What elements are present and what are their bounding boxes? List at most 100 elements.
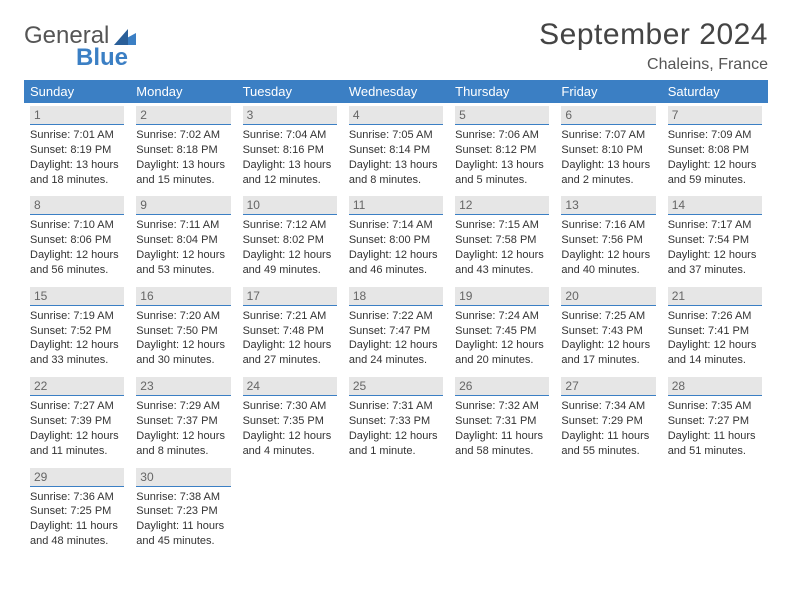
day-details: Sunrise: 7:24 AMSunset: 7:45 PMDaylight:… <box>455 309 549 368</box>
day-details: Sunrise: 7:17 AMSunset: 7:54 PMDaylight:… <box>668 218 762 277</box>
sunrise-line: Sunrise: 7:11 AM <box>136 218 230 233</box>
daylight-line: and 55 minutes. <box>561 444 655 459</box>
daylight-line: and 5 minutes. <box>455 173 549 188</box>
sunrise-line: Sunrise: 7:27 AM <box>30 399 124 414</box>
sunset-line: Sunset: 7:41 PM <box>668 324 762 339</box>
daylight-line: Daylight: 12 hours <box>349 248 443 263</box>
day-number: 13 <box>561 196 655 214</box>
daylight-line: Daylight: 12 hours <box>136 338 230 353</box>
sunrise-line: Sunrise: 7:25 AM <box>561 309 655 324</box>
calendar-cell: 24Sunrise: 7:30 AMSunset: 7:35 PMDayligh… <box>237 374 343 464</box>
daylight-line: and 45 minutes. <box>136 534 230 549</box>
weekday-header: Tuesday <box>237 80 343 103</box>
calendar-cell: 25Sunrise: 7:31 AMSunset: 7:33 PMDayligh… <box>343 374 449 464</box>
calendar-cell: 10Sunrise: 7:12 AMSunset: 8:02 PMDayligh… <box>237 193 343 283</box>
calendar-cell: 20 Sunrise: 7:25 AMSunset: 7:43 PMDayligh… <box>555 284 661 374</box>
calendar-cell: 22Sunrise: 7:27 AMSunset: 7:39 PMDayligh… <box>24 374 130 464</box>
logo: General Blue <box>24 24 136 70</box>
calendar-cell: 11Sunrise: 7:14 AMSunset: 8:00 PMDayligh… <box>343 193 449 283</box>
daylight-line: and 33 minutes. <box>30 353 124 368</box>
daylight-line: Daylight: 12 hours <box>455 338 549 353</box>
daylight-line: and 48 minutes. <box>30 534 124 549</box>
day-number: 10 <box>243 196 337 214</box>
day-details: Sunrise: 7:11 AMSunset: 8:04 PMDaylight:… <box>136 218 230 277</box>
daylight-line: Daylight: 12 hours <box>668 158 762 173</box>
day-details: Sunrise: 7:29 AMSunset: 7:37 PMDaylight:… <box>136 399 230 458</box>
day-number: 1 <box>30 106 124 124</box>
sunset-line: Sunset: 8:19 PM <box>30 143 124 158</box>
day-details: Sunrise: 7:34 AMSunset: 7:29 PMDaylight:… <box>561 399 655 458</box>
daylight-line: Daylight: 12 hours <box>349 338 443 353</box>
sunrise-line: Sunrise: 7:06 AM <box>455 128 549 143</box>
sunset-line: Sunset: 7:37 PM <box>136 414 230 429</box>
daylight-line: and 24 minutes. <box>349 353 443 368</box>
day-number: 20 <box>561 287 655 305</box>
day-details: Sunrise: 7:15 AMSunset: 7:58 PMDaylight:… <box>455 218 549 277</box>
sunrise-line: Sunrise: 7:26 AM <box>668 309 762 324</box>
daylight-line: and 27 minutes. <box>243 353 337 368</box>
daylight-line: and 20 minutes. <box>455 353 549 368</box>
title-block: September 2024 Chaleins, France <box>539 18 768 74</box>
calendar-cell: 6Sunrise: 7:07 AMSunset: 8:10 PMDaylight… <box>555 103 661 193</box>
calendar-cell: 19 Sunrise: 7:24 AMSunset: 7:45 PMDayligh… <box>449 284 555 374</box>
daylight-line: Daylight: 12 hours <box>561 338 655 353</box>
day-number: 14 <box>668 196 762 214</box>
sunrise-line: Sunrise: 7:09 AM <box>668 128 762 143</box>
weekday-header-row: Sunday Monday Tuesday Wednesday Thursday… <box>24 80 768 103</box>
daylight-line: and 49 minutes. <box>243 263 337 278</box>
day-number: 19 <box>455 287 549 305</box>
calendar-cell <box>237 465 343 555</box>
daylight-line: and 1 minute. <box>349 444 443 459</box>
day-details: Sunrise: 7:38 AMSunset: 7:23 PMDaylight:… <box>136 490 230 549</box>
weekday-header: Thursday <box>449 80 555 103</box>
calendar-cell: 2 Sunrise: 7:02 AMSunset: 8:18 PMDaylight… <box>130 103 236 193</box>
sunset-line: Sunset: 7:39 PM <box>30 414 124 429</box>
daylight-line: and 17 minutes. <box>561 353 655 368</box>
calendar-cell: 1Sunrise: 7:01 AMSunset: 8:19 PMDaylight… <box>24 103 130 193</box>
day-details: Sunrise: 7:10 AMSunset: 8:06 PMDaylight:… <box>30 218 124 277</box>
daylight-line: Daylight: 12 hours <box>136 429 230 444</box>
sunset-line: Sunset: 7:43 PM <box>561 324 655 339</box>
sunrise-line: Sunrise: 7:14 AM <box>349 218 443 233</box>
sunset-line: Sunset: 7:45 PM <box>455 324 549 339</box>
calendar-cell <box>662 465 768 555</box>
day-details: Sunrise: 7:16 AMSunset: 7:56 PMDaylight:… <box>561 218 655 277</box>
day-details: Sunrise: 7:04 AMSunset: 8:16 PMDaylight:… <box>243 128 337 187</box>
day-details: Sunrise: 7:05 AMSunset: 8:14 PMDaylight:… <box>349 128 443 187</box>
sunset-line: Sunset: 7:58 PM <box>455 233 549 248</box>
day-details: Sunrise: 7:25 AMSunset: 7:43 PMDaylight:… <box>561 309 655 368</box>
day-details: Sunrise: 7:27 AMSunset: 7:39 PMDaylight:… <box>30 399 124 458</box>
calendar-cell: 5Sunrise: 7:06 AMSunset: 8:12 PMDaylight… <box>449 103 555 193</box>
calendar-cell: 4Sunrise: 7:05 AMSunset: 8:14 PMDaylight… <box>343 103 449 193</box>
sunset-line: Sunset: 7:25 PM <box>30 504 124 519</box>
calendar-cell: 12Sunrise: 7:15 AMSunset: 7:58 PMDayligh… <box>449 193 555 283</box>
sunset-line: Sunset: 7:33 PM <box>349 414 443 429</box>
day-number: 26 <box>455 377 549 395</box>
calendar-cell <box>343 465 449 555</box>
sunset-line: Sunset: 7:56 PM <box>561 233 655 248</box>
sunrise-line: Sunrise: 7:35 AM <box>668 399 762 414</box>
calendar-cell: 28Sunrise: 7:35 AMSunset: 7:27 PMDayligh… <box>662 374 768 464</box>
sunset-line: Sunset: 7:52 PM <box>30 324 124 339</box>
day-details: Sunrise: 7:02 AMSunset: 8:18 PMDaylight:… <box>136 128 230 187</box>
sunrise-line: Sunrise: 7:07 AM <box>561 128 655 143</box>
calendar-row: 22Sunrise: 7:27 AMSunset: 7:39 PMDayligh… <box>24 374 768 464</box>
day-number: 30 <box>136 468 230 486</box>
daylight-line: and 43 minutes. <box>455 263 549 278</box>
sunset-line: Sunset: 8:02 PM <box>243 233 337 248</box>
day-number: 15 <box>30 287 124 305</box>
calendar-cell: 27Sunrise: 7:34 AMSunset: 7:29 PMDayligh… <box>555 374 661 464</box>
sunset-line: Sunset: 8:16 PM <box>243 143 337 158</box>
daylight-line: and 15 minutes. <box>136 173 230 188</box>
calendar-cell: 17Sunrise: 7:21 AMSunset: 7:48 PMDayligh… <box>237 284 343 374</box>
sunrise-line: Sunrise: 7:38 AM <box>136 490 230 505</box>
sunset-line: Sunset: 7:35 PM <box>243 414 337 429</box>
day-details: Sunrise: 7:21 AMSunset: 7:48 PMDaylight:… <box>243 309 337 368</box>
calendar-cell: 16Sunrise: 7:20 AMSunset: 7:50 PMDayligh… <box>130 284 236 374</box>
weekday-header: Saturday <box>662 80 768 103</box>
day-number: 2 <box>136 106 230 124</box>
daylight-line: Daylight: 11 hours <box>668 429 762 444</box>
sunset-line: Sunset: 8:18 PM <box>136 143 230 158</box>
day-number: 11 <box>349 196 443 214</box>
day-number: 8 <box>30 196 124 214</box>
